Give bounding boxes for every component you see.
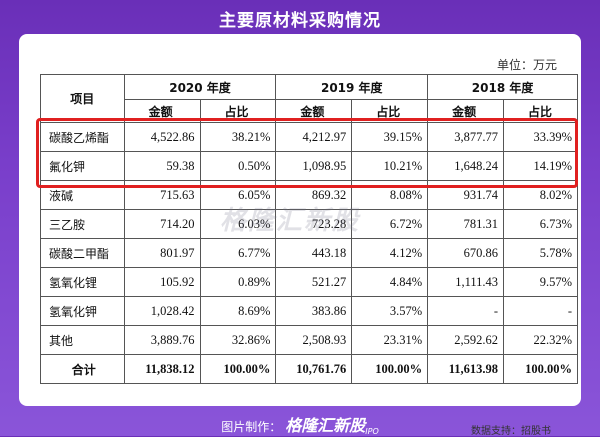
ratio-cell: 9.57%: [503, 267, 578, 297]
ratio-cell: 39.15%: [351, 122, 429, 152]
amount-cell: 1,648.24: [427, 151, 505, 181]
amount-cell: 1,028.42: [123, 296, 201, 326]
row-item-label: 氢氧化锂: [40, 267, 125, 297]
row-item-label: 其他: [40, 325, 125, 355]
ratio-cell: 6.73%: [503, 209, 578, 239]
ratio-header: 占比: [503, 99, 578, 123]
amount-cell: 2,592.62: [427, 325, 505, 355]
amount-cell: 105.92: [123, 267, 201, 297]
ratio-cell: 32.86%: [199, 325, 277, 355]
unit-label: 单位：万元: [496, 58, 557, 72]
row-item-label: 碳酸二甲酯: [40, 238, 125, 268]
footer-brand: 格隆汇新股: [285, 416, 366, 435]
ratio-cell: 14.19%: [503, 151, 578, 181]
ratio-cell: 38.21%: [199, 122, 277, 152]
table-row: 碳酸二甲酯 801.97 6.77% 443.18 4.12% 670.86 5.78%: [40, 238, 578, 268]
amount-header: 金额: [427, 99, 505, 123]
ratio-cell: 4.12%: [351, 238, 429, 268]
footer-prefix: 图片制作：: [221, 420, 282, 434]
table-row: 碳酸乙烯酯 4,522.86 38.21% 4,212.97 39.15% 3,877.7…: [40, 122, 578, 152]
ratio-cell: 0.89%: [199, 267, 277, 297]
amount-header: 金额: [123, 99, 201, 123]
footer-ipo: IPO: [365, 427, 379, 436]
ratio-cell: 23.31%: [351, 325, 429, 355]
row-item-label: 三乙胺: [40, 209, 125, 239]
ratio-cell: 100.00%: [351, 354, 429, 384]
ratio-cell: 8.69%: [199, 296, 277, 326]
ratio-header: 占比: [199, 99, 277, 123]
ratio-cell: 3.57%: [351, 296, 429, 326]
amount-cell: 931.74: [427, 180, 505, 210]
ratio-cell: 6.77%: [199, 238, 277, 268]
ratio-cell: 6.03%: [199, 209, 277, 239]
ratio-cell: 4.84%: [351, 267, 429, 297]
amount-cell: 59.38: [123, 151, 201, 181]
page-title: 主要原材料采购情况: [219, 11, 381, 31]
amount-cell: 723.28: [275, 209, 353, 239]
year-header: 2020 年度: [123, 74, 277, 100]
amount-header: 金额: [275, 99, 353, 123]
table-row: 氢氧化锂 105.92 0.89% 521.27 4.84% 1,111.43 9.57%: [40, 267, 578, 297]
amount-cell: 3,889.76: [123, 325, 201, 355]
year-header: 2018 年度: [427, 74, 578, 100]
ratio-cell: -: [503, 296, 578, 326]
amount-cell: 1,111.43: [427, 267, 505, 297]
row-item-label: 液碱: [40, 180, 125, 210]
amount-cell: 670.86: [427, 238, 505, 268]
amount-cell: 801.97: [123, 238, 201, 268]
amount-cell: 521.27: [275, 267, 353, 297]
ratio-cell: 8.08%: [351, 180, 429, 210]
amount-cell: 10,761.76: [275, 354, 353, 384]
procurement-table: 项目 2020 年度 2019 年度 2018 年度 金额 占比 金额 占比 金…: [40, 74, 578, 384]
item-header: 项目: [40, 74, 125, 123]
ratio-header: 占比: [351, 99, 429, 123]
row-item-label: 氟化钾: [40, 151, 125, 181]
amount-cell: 443.18: [275, 238, 353, 268]
source-note: 数据支持：招股书: [471, 426, 551, 437]
ratio-cell: 22.32%: [503, 325, 578, 355]
amount-cell: 4,522.86: [123, 122, 201, 152]
ratio-cell: 5.78%: [503, 238, 578, 268]
amount-cell: 1,098.95: [275, 151, 353, 181]
table-row: 氢氧化钾 1,028.42 8.69% 383.86 3.57% - -: [40, 296, 578, 326]
amount-cell: 714.20: [123, 209, 201, 239]
amount-cell: 383.86: [275, 296, 353, 326]
ratio-cell: 6.72%: [351, 209, 429, 239]
row-item-label: 氢氧化钾: [40, 296, 125, 326]
amount-cell: 2,508.93: [275, 325, 353, 355]
year-header: 2019 年度: [275, 74, 429, 100]
ratio-cell: 10.21%: [351, 151, 429, 181]
ratio-cell: 8.02%: [503, 180, 578, 210]
row-item-label: 合计: [40, 354, 125, 384]
ratio-cell: 100.00%: [199, 354, 277, 384]
ratio-cell: 100.00%: [503, 354, 578, 384]
table-row: 其他 3,889.76 32.86% 2,508.93 23.31% 2,592.62 22…: [40, 325, 578, 355]
total-row: 合计 11,838.12 100.00% 10,761.76 100.00% 11,613…: [40, 354, 578, 384]
ratio-cell: 0.50%: [199, 151, 277, 181]
amount-cell: 4,212.97: [275, 122, 353, 152]
amount-cell: 715.63: [123, 180, 201, 210]
table-card: 单位：万元 项目 2020 年度 2019 年度 2018 年度 金额 占比 金…: [19, 34, 581, 437]
amount-cell: 11,838.12: [123, 354, 201, 384]
table-row: 氟化钾 59.38 0.50% 1,098.95 10.21% 1,648.24 14.19…: [40, 151, 578, 181]
amount-cell: 11,613.98: [427, 354, 505, 384]
footer-credit: 图片制作： 格隆汇新股IPO: [0, 412, 600, 436]
ratio-cell: 33.39%: [503, 122, 578, 152]
amount-cell: -: [427, 296, 505, 326]
table-body: 碳酸乙烯酯 4,522.86 38.21% 4,212.97 39.15% 3,877.7…: [40, 122, 578, 384]
watermark-logo: 格隆汇新股: [220, 206, 361, 236]
row-item-label: 碳酸乙烯酯: [40, 122, 125, 152]
amount-cell: 3,877.77: [427, 122, 505, 152]
amount-cell: 781.31: [427, 209, 505, 239]
